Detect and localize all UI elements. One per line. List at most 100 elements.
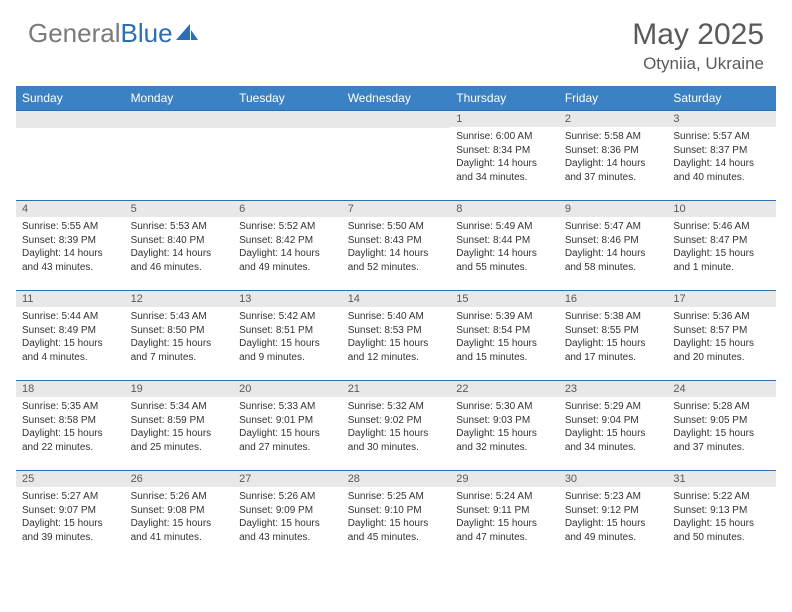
day-number: 28	[342, 471, 451, 487]
location-label: Otyniia, Ukraine	[632, 54, 764, 74]
day-line: Sunrise: 5:33 AM	[239, 400, 336, 414]
day-content: Sunrise: 5:28 AMSunset: 9:05 PMDaylight:…	[667, 397, 776, 458]
day-line: Daylight: 15 hours and 7 minutes.	[131, 337, 228, 364]
day-cell	[233, 111, 342, 201]
day-cell: 21Sunrise: 5:32 AMSunset: 9:02 PMDayligh…	[342, 381, 451, 471]
day-content: Sunrise: 5:26 AMSunset: 9:09 PMDaylight:…	[233, 487, 342, 548]
day-cell: 20 Sunrise: 5:33 AMSunset: 9:01 PMDayligh…	[233, 381, 342, 471]
day-line: Daylight: 15 hours and 39 minutes.	[22, 517, 119, 544]
day-line: Sunrise: 5:40 AM	[348, 310, 445, 324]
day-line: Daylight: 15 hours and 9 minutes.	[239, 337, 336, 364]
day-content: Sunrise: 5:32 AMSunset: 9:02 PMDaylight:…	[342, 397, 451, 458]
day-content: Sunrise: 5:34 AMSunset: 8:59 PMDaylight:…	[125, 397, 234, 458]
day-line: Daylight: 15 hours and 32 minutes.	[456, 427, 553, 454]
day-line: Daylight: 15 hours and 49 minutes.	[565, 517, 662, 544]
day-content: Sunrise: 5:25 AMSunset: 9:10 PMDaylight:…	[342, 487, 451, 548]
day-cell: 14Sunrise: 5:40 AMSunset: 8:53 PMDayligh…	[342, 291, 451, 381]
sail-icon	[176, 18, 200, 49]
day-content: Sunrise: 5:40 AMSunset: 8:53 PMDaylight:…	[342, 307, 451, 368]
day-line: Sunrise: 5:38 AM	[565, 310, 662, 324]
day-line: Daylight: 15 hours and 27 minutes.	[239, 427, 336, 454]
day-cell: 5Sunrise: 5:53 AMSunset: 8:40 PMDaylight…	[125, 201, 234, 291]
day-line: Daylight: 15 hours and 12 minutes.	[348, 337, 445, 364]
day-line: Sunset: 9:07 PM	[22, 504, 119, 518]
week-row: 1Sunrise: 6:00 AMSunset: 8:34 PMDaylight…	[16, 111, 776, 201]
day-line: Sunrise: 5:24 AM	[456, 490, 553, 504]
day-cell: 18Sunrise: 5:35 AMSunset: 8:58 PMDayligh…	[16, 381, 125, 471]
day-line: Sunrise: 5:43 AM	[131, 310, 228, 324]
day-header-row: Sunday Monday Tuesday Wednesday Thursday…	[16, 86, 776, 111]
day-line: Daylight: 15 hours and 1 minute.	[673, 247, 770, 274]
day-content: Sunrise: 5:58 AMSunset: 8:36 PMDaylight:…	[559, 127, 668, 188]
day-line: Daylight: 15 hours and 15 minutes.	[456, 337, 553, 364]
day-line: Sunset: 8:46 PM	[565, 234, 662, 248]
day-line: Sunrise: 5:32 AM	[348, 400, 445, 414]
day-line: Sunrise: 5:52 AM	[239, 220, 336, 234]
day-header: Sunday	[16, 86, 125, 111]
day-cell: 6Sunrise: 5:52 AMSunset: 8:42 PMDaylight…	[233, 201, 342, 291]
day-cell: 2Sunrise: 5:58 AMSunset: 8:36 PMDaylight…	[559, 111, 668, 201]
week-row: 11Sunrise: 5:44 AMSunset: 8:49 PMDayligh…	[16, 291, 776, 381]
day-cell: 22Sunrise: 5:30 AMSunset: 9:03 PMDayligh…	[450, 381, 559, 471]
day-content: Sunrise: 5:44 AMSunset: 8:49 PMDaylight:…	[16, 307, 125, 368]
day-line: Sunset: 8:42 PM	[239, 234, 336, 248]
day-cell: 11Sunrise: 5:44 AMSunset: 8:49 PMDayligh…	[16, 291, 125, 381]
day-cell: 8Sunrise: 5:49 AMSunset: 8:44 PMDaylight…	[450, 201, 559, 291]
day-line: Sunset: 9:05 PM	[673, 414, 770, 428]
day-cell: 12Sunrise: 5:43 AMSunset: 8:50 PMDayligh…	[125, 291, 234, 381]
day-cell: 19Sunrise: 5:34 AMSunset: 8:59 PMDayligh…	[125, 381, 234, 471]
day-line: Daylight: 15 hours and 30 minutes.	[348, 427, 445, 454]
empty-day	[125, 111, 234, 128]
day-content: Sunrise: 5:22 AMSunset: 9:13 PMDaylight:…	[667, 487, 776, 548]
day-content: Sunrise: 5:23 AMSunset: 9:12 PMDaylight:…	[559, 487, 668, 548]
day-line: Daylight: 14 hours and 34 minutes.	[456, 157, 553, 184]
day-line: Sunset: 9:10 PM	[348, 504, 445, 518]
day-content: Sunrise: 5:43 AMSunset: 8:50 PMDaylight:…	[125, 307, 234, 368]
day-line: Daylight: 15 hours and 50 minutes.	[673, 517, 770, 544]
day-number: 11	[16, 291, 125, 307]
day-cell: 24Sunrise: 5:28 AMSunset: 9:05 PMDayligh…	[667, 381, 776, 471]
day-number: 23	[559, 381, 668, 397]
day-number: 1	[450, 111, 559, 127]
day-number: 24	[667, 381, 776, 397]
day-line: Daylight: 15 hours and 34 minutes.	[565, 427, 662, 454]
day-cell	[342, 111, 451, 201]
day-line: Sunset: 8:57 PM	[673, 324, 770, 338]
day-line: Sunrise: 5:36 AM	[673, 310, 770, 324]
day-line: Daylight: 14 hours and 40 minutes.	[673, 157, 770, 184]
day-line: Daylight: 15 hours and 4 minutes.	[22, 337, 119, 364]
day-line: Sunset: 8:50 PM	[131, 324, 228, 338]
day-content: Sunrise: 5:52 AMSunset: 8:42 PMDaylight:…	[233, 217, 342, 278]
day-line: Sunset: 8:40 PM	[131, 234, 228, 248]
empty-day	[342, 111, 451, 128]
title-block: May 2025 Otyniia, Ukraine	[632, 18, 764, 74]
day-content: Sunrise: 5:42 AMSunset: 8:51 PMDaylight:…	[233, 307, 342, 368]
day-line: Sunset: 9:01 PM	[239, 414, 336, 428]
day-cell: 25Sunrise: 5:27 AMSunset: 9:07 PMDayligh…	[16, 471, 125, 561]
week-row: 18Sunrise: 5:35 AMSunset: 8:58 PMDayligh…	[16, 381, 776, 471]
day-line: Daylight: 15 hours and 22 minutes.	[22, 427, 119, 454]
day-cell: 15Sunrise: 5:39 AMSunset: 8:54 PMDayligh…	[450, 291, 559, 381]
day-line: Sunset: 8:53 PM	[348, 324, 445, 338]
day-content: Sunrise: 5:55 AMSunset: 8:39 PMDaylight:…	[16, 217, 125, 278]
day-number: 20	[233, 381, 342, 397]
day-line: Sunset: 9:09 PM	[239, 504, 336, 518]
day-line: Sunrise: 5:58 AM	[565, 130, 662, 144]
day-number: 2	[559, 111, 668, 127]
day-line: Daylight: 14 hours and 37 minutes.	[565, 157, 662, 184]
day-line: Sunset: 8:34 PM	[456, 144, 553, 158]
day-line: Sunrise: 5:50 AM	[348, 220, 445, 234]
logo-text-blue: Blue	[121, 18, 173, 49]
day-line: Sunset: 8:44 PM	[456, 234, 553, 248]
day-number: 16	[559, 291, 668, 307]
day-content: Sunrise: 6:00 AMSunset: 8:34 PMDaylight:…	[450, 127, 559, 188]
day-number: 8	[450, 201, 559, 217]
day-line: Daylight: 15 hours and 43 minutes.	[239, 517, 336, 544]
day-line: Sunrise: 5:47 AM	[565, 220, 662, 234]
day-number: 13	[233, 291, 342, 307]
day-line: Sunrise: 6:00 AM	[456, 130, 553, 144]
day-line: Sunrise: 5:53 AM	[131, 220, 228, 234]
day-line: Sunset: 9:02 PM	[348, 414, 445, 428]
day-line: Sunrise: 5:29 AM	[565, 400, 662, 414]
day-line: Sunrise: 5:55 AM	[22, 220, 119, 234]
